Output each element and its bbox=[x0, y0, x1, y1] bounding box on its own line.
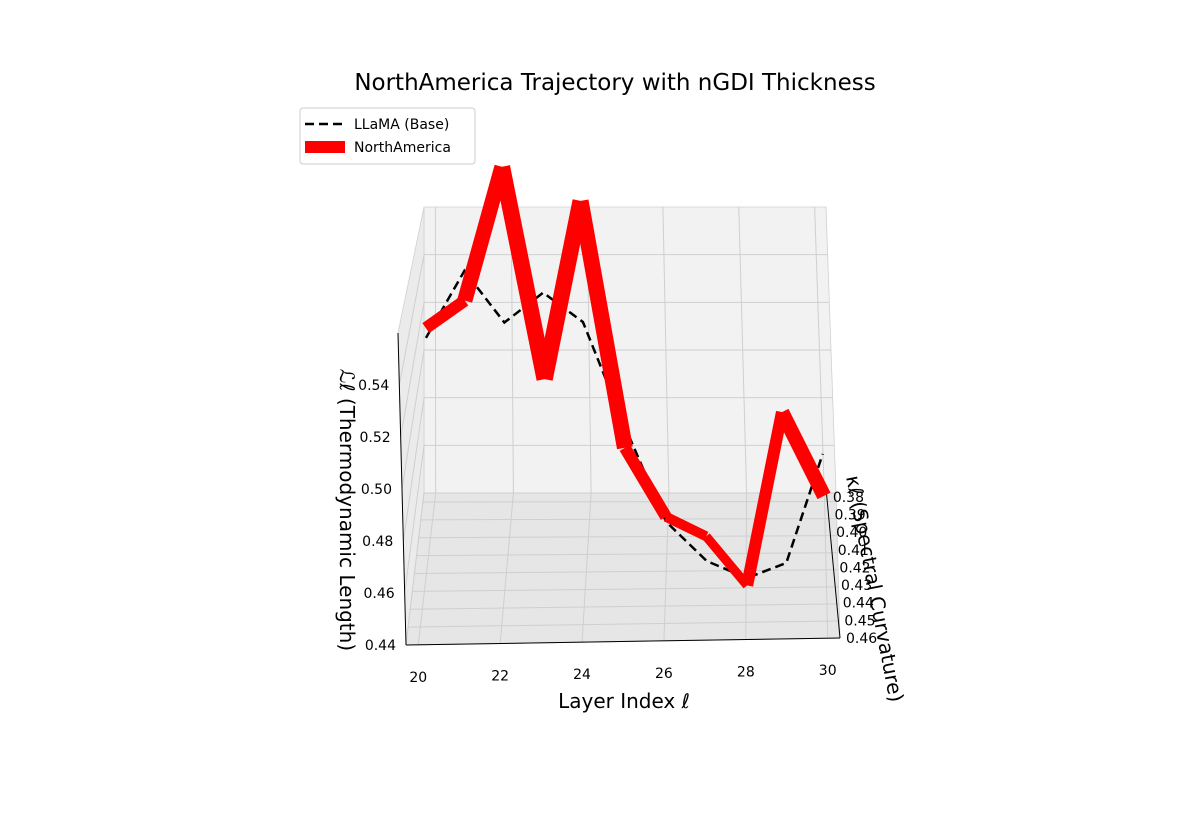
series-northamerica-segment bbox=[619, 444, 672, 520]
z-tick-label: 0.44 bbox=[365, 638, 396, 654]
legend-label-llama: LLaMA (Base) bbox=[354, 117, 449, 133]
series-northamerica-segment bbox=[494, 165, 553, 381]
grid-y-line bbox=[410, 603, 840, 610]
x-tick-label: 26 bbox=[655, 666, 673, 682]
y-tick-label: 0.38 bbox=[833, 490, 864, 506]
grid-y-line bbox=[412, 586, 839, 592]
z-axis-label: ℒℓ (Thermodynamic Length) bbox=[335, 369, 359, 651]
grid-z-line bbox=[402, 397, 833, 542]
y-tick-label: 0.42 bbox=[839, 560, 870, 576]
series-northamerica-segment bbox=[536, 199, 589, 381]
y-tick-label: 0.40 bbox=[836, 525, 867, 541]
x-tick-label: 22 bbox=[491, 668, 509, 684]
grid-z-line bbox=[404, 444, 835, 594]
grid-z-line bbox=[398, 254, 828, 386]
legend: LLaMA (Base) NorthAmerica bbox=[299, 107, 476, 165]
z-tick-label: 0.50 bbox=[361, 482, 392, 498]
chart-title: NorthAmerica Trajectory with nGDI Thickn… bbox=[354, 70, 875, 96]
series-northamerica-segment bbox=[702, 533, 751, 589]
series-northamerica-segment bbox=[572, 199, 633, 450]
x-tick-label: 20 bbox=[409, 670, 427, 686]
y-tick-label: 0.46 bbox=[846, 631, 877, 647]
z-tick-label: 0.54 bbox=[358, 378, 389, 394]
x-tick-label: 24 bbox=[573, 667, 591, 683]
y-tick-label: 0.45 bbox=[844, 613, 875, 629]
grid-y-line bbox=[416, 552, 838, 557]
x-axis-line bbox=[405, 637, 841, 646]
series-northamerica-segment bbox=[422, 295, 469, 333]
z-axis-line bbox=[397, 332, 407, 646]
y-tick-label: 0.41 bbox=[838, 543, 869, 559]
grid-y-line bbox=[420, 518, 837, 521]
legend-label-northamerica: NorthAmerica bbox=[354, 140, 451, 156]
y-tick-label: 0.44 bbox=[843, 596, 874, 612]
x-axis-label: Layer Index ℓ bbox=[558, 689, 690, 713]
grid-y-line bbox=[418, 535, 838, 539]
grid-y-line bbox=[408, 620, 840, 628]
x-tick-label: 30 bbox=[819, 663, 837, 679]
grid-z-line bbox=[401, 349, 831, 490]
x-tick-label: 28 bbox=[737, 665, 755, 681]
z-tick-label: 0.52 bbox=[359, 430, 390, 446]
z-tick-label: 0.46 bbox=[363, 586, 394, 602]
y-tick-label: 0.39 bbox=[834, 507, 865, 523]
series-northamerica-segment bbox=[457, 164, 510, 303]
axis-lines bbox=[397, 332, 841, 646]
series-northamerica-segment bbox=[741, 410, 788, 587]
grid-z-line bbox=[400, 301, 830, 438]
y-tick-label: 0.43 bbox=[841, 578, 872, 594]
series-lines bbox=[422, 164, 831, 589]
tick-labels: 20 22 24 26 28 30 0.44 0.46 0.48 0.50 0.52 0.54 0.38… bbox=[358, 378, 877, 686]
z-tick-label: 0.48 bbox=[362, 534, 393, 550]
series-northamerica-segment bbox=[775, 408, 831, 500]
grid-z-line bbox=[405, 492, 836, 646]
y-axis-line bbox=[825, 487, 841, 639]
series-northamerica-segment bbox=[663, 512, 709, 541]
